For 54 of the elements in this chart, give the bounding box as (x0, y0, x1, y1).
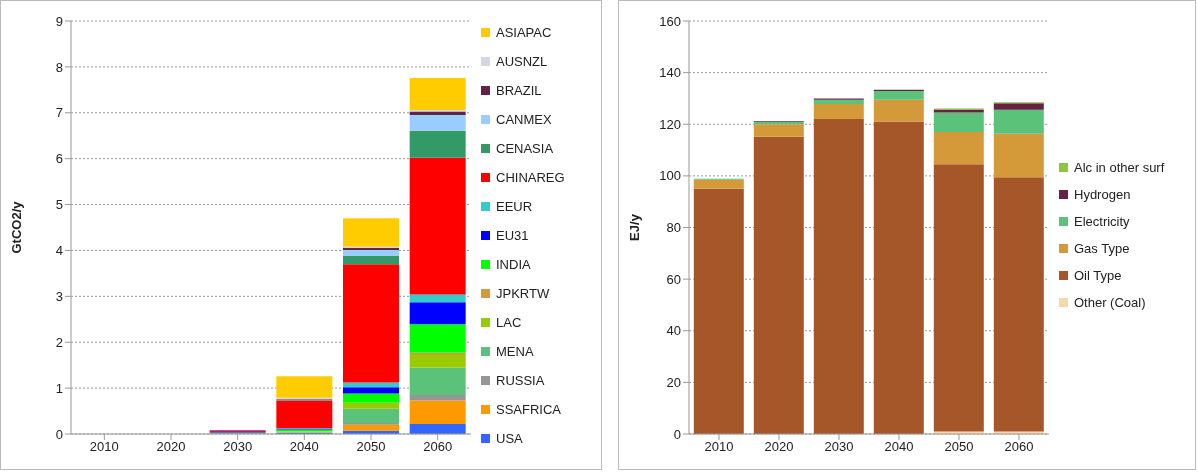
legend-label: MENA (496, 343, 534, 359)
x-tick-label: 2040 (884, 439, 914, 455)
y-tick-label: 4 (55, 243, 63, 259)
legend-label: Alc in other surf (1074, 160, 1165, 175)
y-tick-label: 140 (659, 65, 681, 81)
legend-label: Hydrogen (1074, 187, 1131, 202)
y-tick-label: 5 (55, 197, 63, 213)
legend-label: Electricity (1074, 214, 1130, 229)
legend-label: ASIAPAC (496, 24, 552, 40)
legend-label: BRAZIL (496, 82, 542, 98)
x-tick-label: 2060 (1004, 439, 1034, 455)
legend-label: USA (496, 430, 523, 446)
legend-label: JPKRTW (496, 285, 550, 301)
y-tick-label: 2 (55, 334, 63, 350)
legend-label: CANMEX (496, 111, 552, 127)
y-tick-label: 160 (659, 13, 681, 29)
legend-label: LAC (496, 314, 522, 330)
legend-label: EEUR (496, 198, 533, 214)
legend-label: INDIA (496, 256, 531, 272)
y-tick-label: 7 (55, 105, 63, 121)
y-tick-label: 9 (55, 13, 63, 29)
legend-label: CENASIA (496, 140, 554, 156)
x-tick-label: 2030 (824, 439, 854, 455)
legend-label: CHINAREG (496, 169, 565, 185)
x-tick-label: 2010 (89, 439, 119, 455)
legend-label: Oil Type (1074, 268, 1122, 283)
y-tick-label: 0 (673, 426, 681, 442)
y-tick-label: 100 (659, 168, 681, 184)
legend-label: EU31 (496, 227, 529, 243)
legend-label: Gas Type (1074, 241, 1130, 256)
y-tick-label: 1 (55, 380, 63, 396)
y-tick-label: 80 (666, 220, 681, 236)
x-tick-label: 2020 (764, 439, 794, 455)
y-axis-title: EJ/y (626, 213, 642, 241)
y-tick-label: 20 (666, 374, 681, 390)
x-tick-label: 2010 (704, 439, 734, 455)
y-tick-label: 3 (55, 288, 63, 304)
legend-label: RUSSIA (496, 372, 545, 388)
y-tick-label: 60 (666, 271, 681, 287)
y-tick-label: 40 (666, 323, 681, 339)
y-tick-label: 0 (55, 426, 63, 442)
x-tick-label: 2060 (423, 439, 453, 455)
y-tick-label: 120 (659, 116, 681, 132)
y-axis-title: GtCO2/y (8, 200, 24, 254)
x-tick-label: 2040 (289, 439, 319, 455)
x-tick-label: 2050 (356, 439, 386, 455)
legend-label: Other (Coal) (1074, 295, 1146, 310)
x-tick-label: 2020 (156, 439, 186, 455)
y-tick-label: 8 (55, 59, 63, 75)
legend-label: AUSNZL (496, 53, 548, 69)
legend-label: SSAFRICA (496, 401, 562, 417)
y-tick-label: 6 (55, 151, 63, 167)
x-tick-label: 2030 (223, 439, 253, 455)
x-tick-label: 2050 (944, 439, 974, 455)
